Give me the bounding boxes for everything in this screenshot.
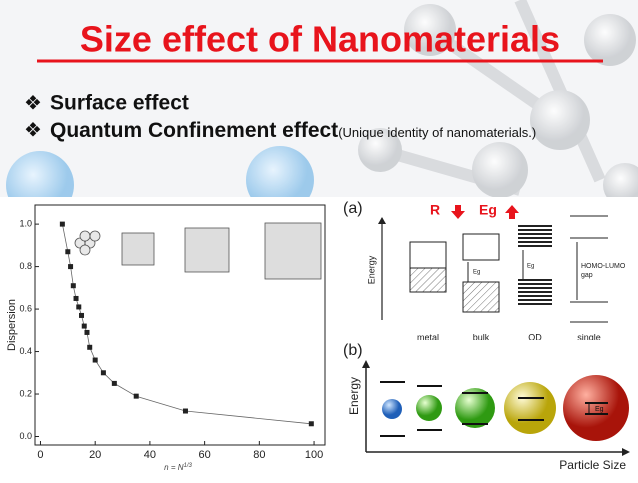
bullet-text: Quantum Confinement effect (50, 119, 338, 142)
dispersion-plot: 0.0 0.2 0.4 0.6 0.8 1.0 0 20 40 60 80 100 Dispersion… (6, 204, 326, 473)
x-tick-label: 40 (144, 449, 156, 461)
panel-label: (b) (343, 342, 363, 359)
r-label: R (430, 202, 440, 218)
data-point (87, 344, 93, 350)
data-point (76, 304, 82, 310)
x-tick-label: 60 (198, 449, 210, 461)
y-tick-label: 0.6 (19, 303, 32, 313)
energy-levels (409, 215, 608, 323)
column-label: bulk (473, 332, 490, 342)
x-axis-label-main: n = N (164, 463, 184, 472)
x-axis-label: n = N1/3 (164, 463, 192, 473)
axis-arrow (622, 448, 630, 456)
up-arrow (505, 205, 519, 219)
bullet-icon: ❖ (24, 119, 42, 141)
data-point (111, 380, 117, 386)
data-point (84, 329, 90, 335)
x-axis-label-sup: 1/3 (184, 463, 193, 469)
down-arrow (451, 205, 465, 219)
bullet-text: Surface effect (50, 92, 189, 115)
column-label: single (577, 332, 601, 342)
eg-label: Eg (479, 202, 497, 218)
slide-title: Size effect of Nanomaterials (80, 19, 560, 60)
y-axis-label: Dispersion (6, 299, 18, 351)
data-point (133, 393, 139, 399)
axis-label: Energy (347, 377, 361, 415)
y-tick-label: 1.0 (19, 218, 32, 228)
y-tick-label: 0.0 (19, 431, 32, 441)
bullet-line: Quantum Confinement effect(Unique identi… (50, 119, 536, 142)
axis-label: Particle Size (559, 458, 626, 472)
axis-label: Energy (366, 255, 376, 284)
data-point (308, 421, 314, 427)
data-point (182, 408, 188, 414)
x-tick-label: 20 (89, 449, 101, 461)
energy-gaps (380, 381, 608, 437)
axis-arrow (378, 217, 386, 224)
cluster-illustrations (74, 222, 322, 280)
data-point (100, 370, 106, 376)
data-point (70, 283, 76, 289)
data-point (79, 312, 85, 318)
y-tick-label: 0.8 (19, 261, 32, 271)
homo-lumo-label: gap (581, 272, 593, 279)
data-point (59, 221, 65, 227)
axis-arrow (362, 360, 370, 368)
data-point (65, 249, 71, 255)
data-point (68, 264, 74, 270)
diagram-a-panel (340, 197, 638, 340)
x-tick-label: 100 (305, 449, 323, 461)
data-point (92, 357, 98, 363)
x-tick-label: 80 (253, 449, 265, 461)
bullet-note: (Unique identity of nanomaterials.) (338, 125, 536, 140)
y-tick-label: 0.4 (19, 346, 32, 356)
bullet-icon: ❖ (24, 92, 42, 114)
column-label: QD (528, 332, 542, 342)
y-tick-label: 0.2 (19, 388, 32, 398)
gap-label: Eg (473, 270, 480, 276)
plot-frame (34, 204, 326, 446)
homo-lumo-label: HOMO-LUMO (581, 263, 626, 270)
data-point (81, 323, 87, 329)
gap-label: Eg (527, 264, 534, 270)
data-point (73, 295, 79, 301)
column-label: metal (417, 332, 439, 342)
x-tick-label: 0 (37, 449, 43, 461)
fit-curve (62, 224, 312, 425)
panel-label: (a) (343, 200, 363, 217)
gap-label: Eg (595, 406, 604, 413)
